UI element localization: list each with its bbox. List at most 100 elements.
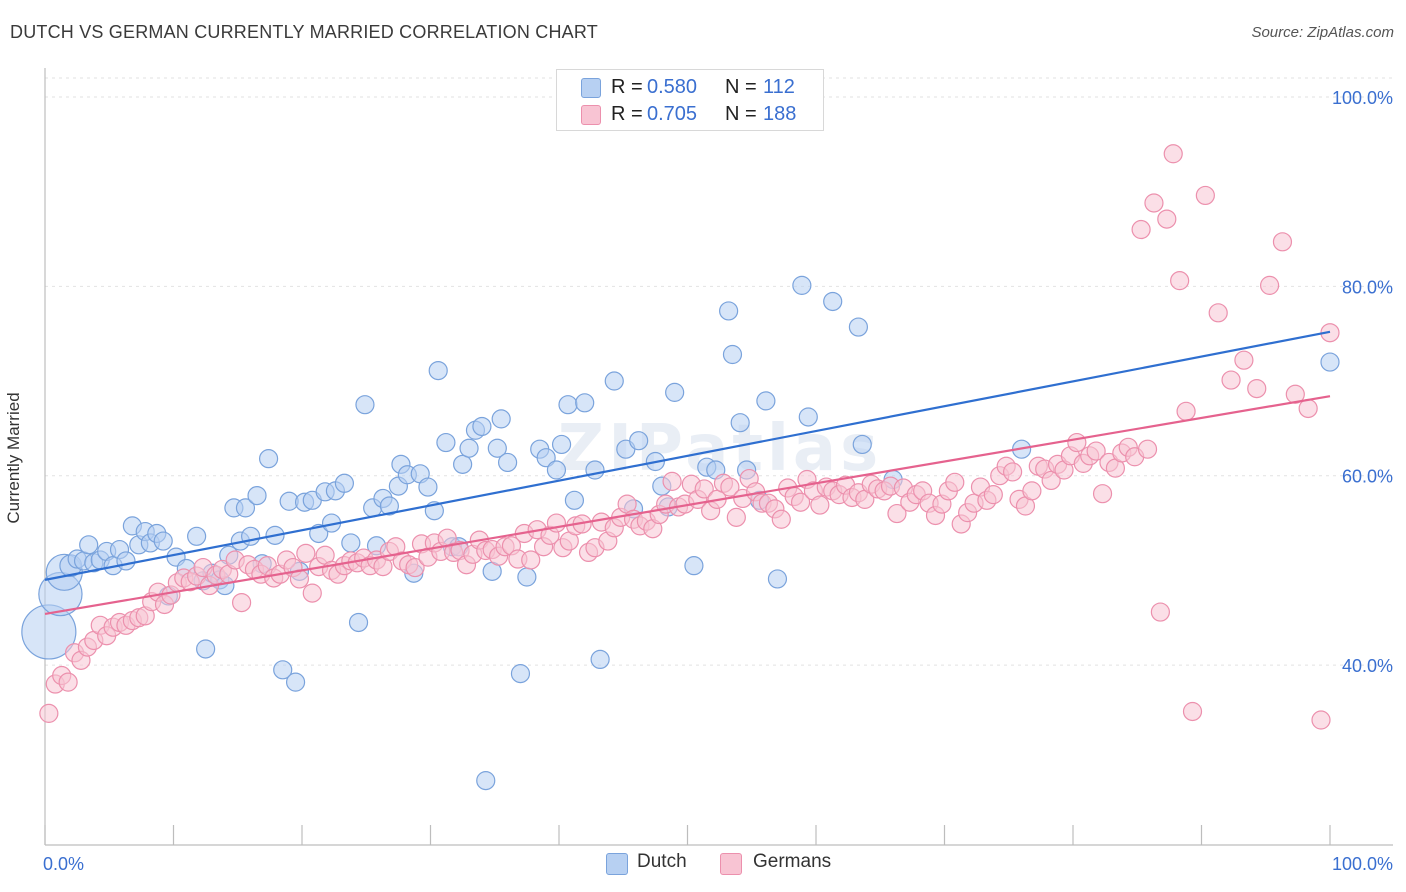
dutch-point: [722, 344, 743, 365]
y-tick-label: 60.0%: [1342, 467, 1393, 487]
germans-point: [1163, 144, 1183, 164]
dutch-point: [629, 431, 649, 451]
germans-point: [1208, 303, 1228, 323]
dutch-point: [487, 438, 507, 458]
dutch-point: [348, 612, 369, 633]
legend-germans-swatch: [720, 853, 742, 875]
germans-point: [1221, 370, 1241, 390]
germans-point: [1131, 219, 1151, 240]
dutch-point: [247, 485, 267, 506]
dutch-point: [719, 301, 739, 321]
dutch-point: [730, 413, 750, 433]
dutch-point: [792, 275, 812, 295]
dutch-point: [334, 473, 355, 493]
dutch-point: [546, 460, 567, 480]
dutch-point: [273, 660, 293, 680]
germans-point: [1195, 185, 1215, 206]
germans-point: [720, 477, 740, 497]
legend-germans-label: Germans: [753, 851, 832, 872]
germans-point: [1272, 232, 1293, 252]
dutch-point: [187, 526, 207, 546]
germans-trend-line: [44, 395, 1331, 616]
germans-point: [1234, 350, 1254, 370]
dutch-point: [1320, 352, 1340, 372]
dutch-point: [590, 649, 610, 670]
germans-point: [983, 485, 1003, 505]
dutch-point: [235, 498, 256, 518]
germans-point: [1086, 441, 1106, 461]
dutch-point: [551, 434, 572, 455]
dutch-point: [558, 395, 578, 415]
germans-r-label: R =: [611, 103, 643, 125]
germans-point: [810, 495, 830, 515]
germans-point: [887, 503, 907, 524]
germans-n-value: 188: [763, 103, 797, 125]
chart-title: DUTCH VS GERMAN CURRENTLY MARRIED CORREL…: [10, 22, 598, 42]
dutch-point: [116, 551, 136, 571]
germans-point: [945, 472, 965, 492]
dutch-point: [517, 567, 537, 587]
germans-point: [302, 583, 322, 603]
germans-point: [1298, 398, 1318, 419]
germans-point: [39, 703, 59, 723]
germans-point: [1157, 209, 1177, 229]
dutch-point: [665, 382, 685, 402]
y-tick-label: 40.0%: [1342, 656, 1393, 676]
germans-point: [790, 492, 811, 512]
dutch-point: [258, 449, 279, 469]
germans-point: [1022, 481, 1042, 501]
germans-point: [1260, 275, 1280, 295]
y-axis-label: Currently Married: [4, 392, 23, 524]
dutch-n-value: 112: [763, 76, 795, 98]
germans-point: [726, 507, 746, 527]
dutch-point: [472, 416, 492, 437]
germans-n-label: N =: [725, 103, 757, 125]
dutch-point: [536, 448, 556, 468]
dutch-point: [585, 460, 605, 480]
legend-dutch-swatch: [606, 853, 628, 875]
dutch-point: [848, 317, 869, 337]
dutch-point: [453, 454, 473, 474]
dutch-point: [491, 409, 511, 429]
germans-point: [662, 471, 682, 491]
germans-point: [1170, 271, 1190, 291]
germans-point: [405, 557, 425, 578]
x-tick-label-max: 100.0%: [1332, 854, 1393, 874]
dutch-point: [341, 533, 361, 553]
dutch-point: [823, 291, 843, 312]
germans-point: [1176, 401, 1196, 421]
germans-point: [232, 592, 252, 613]
dutch-swatch: [581, 78, 601, 98]
germans-point: [1137, 439, 1158, 459]
y-tick-label: 100.0%: [1332, 88, 1393, 108]
germans-point: [771, 509, 791, 529]
dutch-point: [604, 371, 624, 391]
dutch-point: [498, 452, 518, 473]
stats-legend: R = 0.580 N = 112 R = 0.705 N = 188: [556, 69, 824, 131]
germans-point: [58, 672, 78, 692]
dutch-point: [510, 664, 531, 684]
germans-point: [1182, 701, 1203, 722]
germans-point: [1092, 484, 1113, 504]
dutch-point: [355, 395, 375, 415]
source-credit: Source: ZipAtlas.com: [1251, 24, 1394, 41]
dutch-point: [684, 556, 704, 576]
germans-point: [694, 479, 714, 499]
dutch-point: [196, 639, 216, 659]
dutch-point: [153, 531, 173, 551]
germans-point: [296, 543, 316, 563]
dutch-n-label: N =: [725, 76, 757, 98]
dutch-point: [428, 360, 448, 381]
germans-point: [521, 550, 541, 570]
y-tick-label: 80.0%: [1342, 277, 1393, 297]
dutch-point: [459, 438, 479, 458]
dutch-point: [575, 393, 595, 413]
dutch-point: [852, 434, 872, 455]
dutch-point: [436, 432, 456, 453]
germans-point: [1311, 710, 1331, 730]
dutch-point: [285, 672, 306, 692]
dutch-point: [767, 569, 788, 589]
germans-point: [1285, 384, 1305, 404]
dutch-trend-line: [44, 330, 1331, 581]
